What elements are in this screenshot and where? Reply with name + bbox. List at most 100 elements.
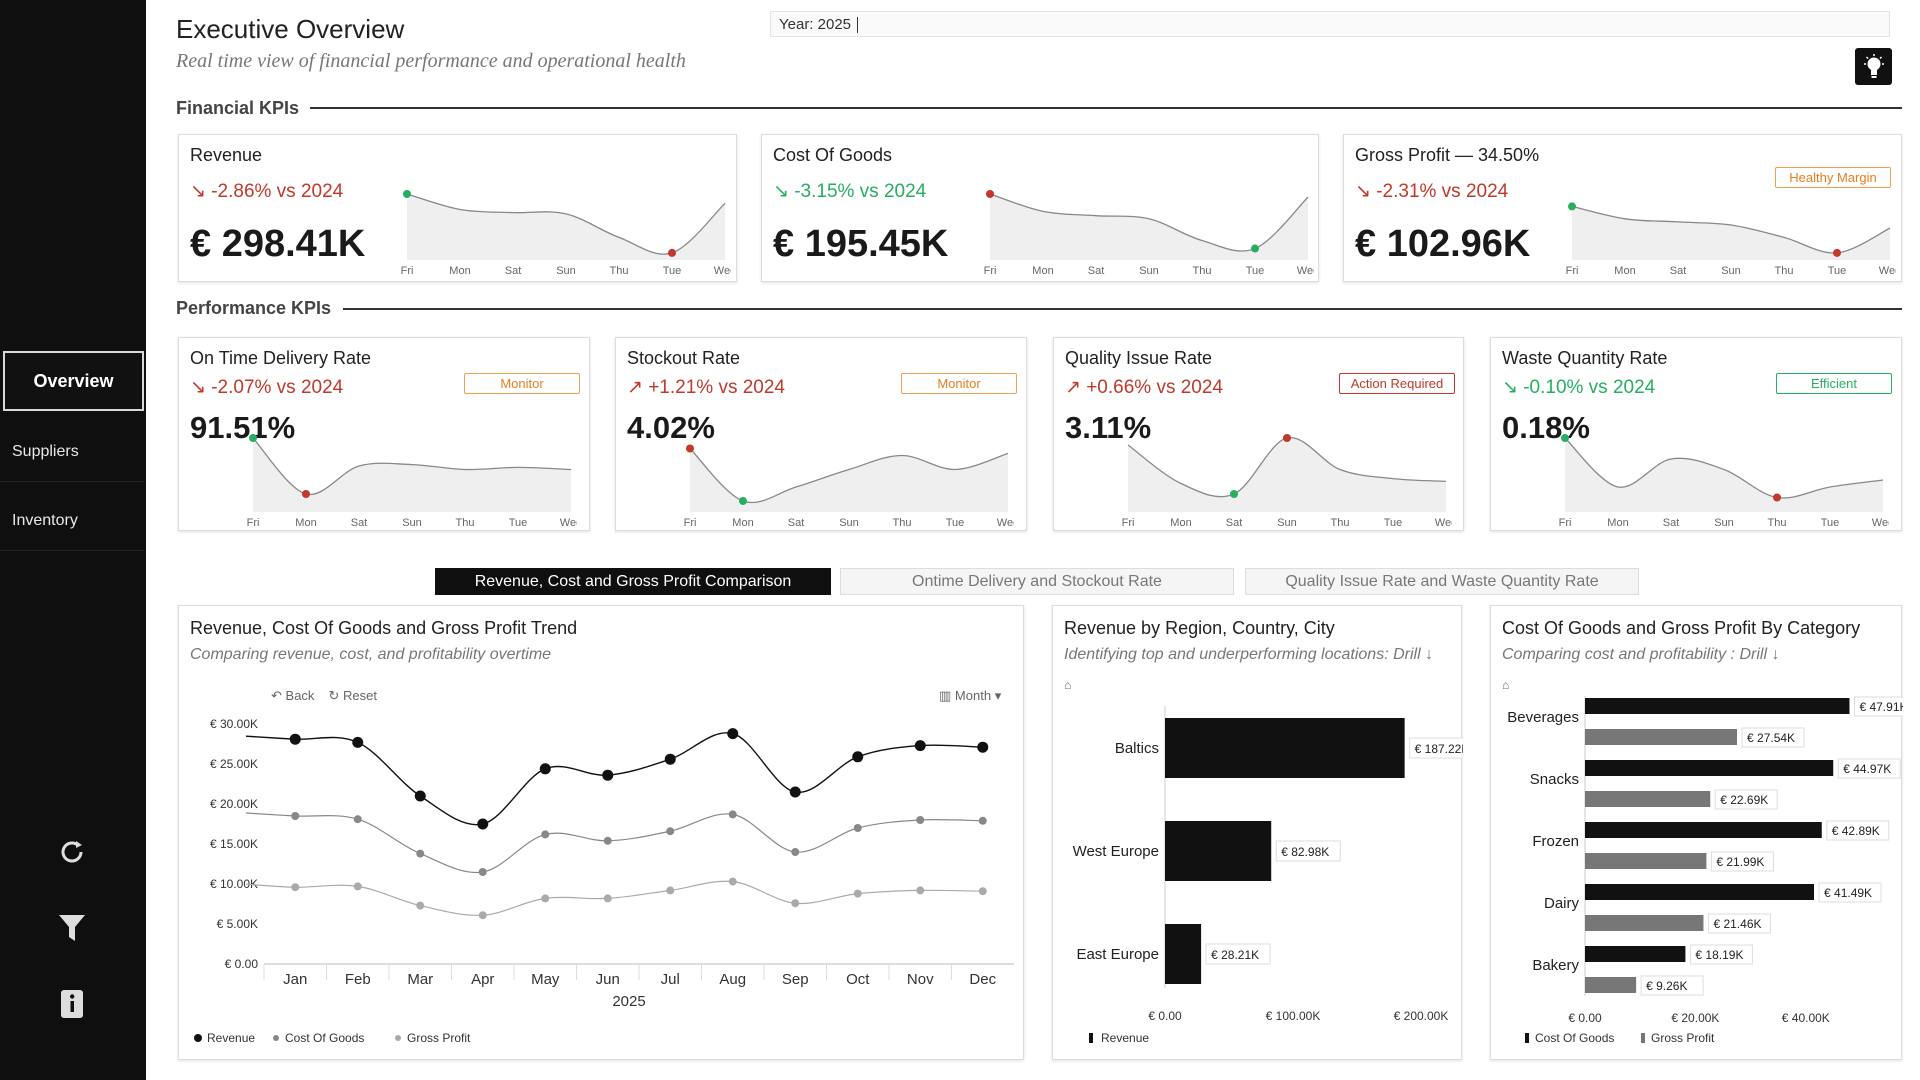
info-icon[interactable] <box>52 984 92 1024</box>
trend-chart[interactable]: € 0.00 € 5.00K € 10.00K € 15.00K € 20.00K € 2… <box>179 606 1025 1061</box>
category-chart-card: Cost Of Goods and Gross Profit By Catego… <box>1490 605 1903 1061</box>
sidebar-item-suppliers[interactable]: Suppliers <box>0 422 144 482</box>
kpi-card[interactable]: On Time Delivery Rate ↘ -2.07% vs 2024 91.… <box>178 337 590 531</box>
sparkline-high-point <box>986 190 994 198</box>
kpi-value: 4.02% <box>627 410 715 445</box>
kpi-value: 3.11% <box>1065 410 1152 445</box>
sparkline-day-label: Mon <box>1614 265 1635 277</box>
sparkline[interactable]: Fri Mon Sat Sun Thu Tue Wed <box>1566 190 1896 278</box>
data-label-box <box>1707 913 1771 934</box>
x-tick-label: Dec <box>969 971 996 988</box>
year-filter-input[interactable]: Year: 2025 <box>770 11 1890 37</box>
sparkline[interactable]: Fri Mon Sat Sun Thu Tue Wed <box>984 190 1314 278</box>
data-point <box>291 883 300 892</box>
sparkline[interactable]: Fri Mon Sat Sun Thu Tue Wed <box>1559 434 1889 530</box>
sparkline-area <box>253 438 571 512</box>
bar <box>1585 884 1815 900</box>
sparkline-day-label: Tue <box>946 517 965 529</box>
kpi-delta: ↗ +1.21% vs 2024 <box>627 377 785 398</box>
kpi-card[interactable]: Gross Profit — 34.50% ↘ -2.31% vs 2024 € 1… <box>1343 134 1902 282</box>
granularity-dropdown[interactable]: ▥ Month ▾ <box>939 688 1001 704</box>
tab-quality-waste[interactable]: Quality Issue Rate and Waste Quantity Ra… <box>1245 568 1639 595</box>
kpi-value: € 195.45K <box>773 223 949 265</box>
chevron-down-icon: ▾ <box>994 688 1002 703</box>
sparkline-day-label: Tue <box>1821 517 1840 529</box>
status-badge: Action Required <box>1339 373 1455 394</box>
sparkline-day-label: Tue <box>509 517 528 529</box>
y-tick-label: € 5.00K <box>217 917 258 931</box>
sparkline-day-label: Wed <box>1297 265 1314 277</box>
sparkline-day-label: Wed <box>997 517 1014 529</box>
category-label: Beverages <box>1507 709 1579 726</box>
category-label: East Europe <box>1076 946 1159 963</box>
category-label: Bakery <box>1532 957 1579 974</box>
refresh-icon[interactable] <box>52 832 92 872</box>
sparkline-day-label: Mon <box>295 517 316 529</box>
kpi-card[interactable]: Revenue ↘ -2.86% vs 2024 € 298.41K Fri Mon Sa… <box>178 134 737 282</box>
data-label-box <box>1205 943 1271 965</box>
kpi-delta: ↘ -0.10% vs 2024 <box>1502 377 1656 398</box>
sparkline-low-point <box>739 497 747 505</box>
sparkline[interactable]: Fri Mon Sat Sun Thu Tue Wed <box>401 190 731 278</box>
sparkline-high-point <box>1561 434 1569 442</box>
trend-chart-card: Revenue, Cost Of Goods and Gross Profit … <box>178 605 1024 1060</box>
legend-label: Gross Profit <box>1651 1031 1715 1045</box>
sparkline-day-label: Fri <box>684 517 696 529</box>
data-label: € 82.98K <box>1281 845 1329 859</box>
sidebar-item-inventory[interactable]: Inventory <box>0 491 144 551</box>
sparkline-low-point <box>1251 244 1259 253</box>
back-label: Back <box>285 688 315 703</box>
region-chart[interactable]: Baltics € 187.22K West Europe € 82.98K East … <box>1053 606 1463 1061</box>
data-point <box>853 824 862 832</box>
sparkline-line <box>1564 437 1884 499</box>
data-label: € 27.54K <box>1747 731 1795 745</box>
tab-revenue-cost-profit[interactable]: Revenue, Cost and Gross Profit Compariso… <box>435 568 831 595</box>
reset-button[interactable]: ↻ Reset <box>328 688 377 704</box>
sparkline-day-label: Wed <box>560 517 577 529</box>
sidebar-item-overview[interactable]: Overview <box>3 351 144 411</box>
data-point <box>789 786 801 798</box>
bar <box>1585 791 1711 807</box>
data-label-box <box>1741 727 1805 748</box>
legend-label: Cost Of Goods <box>285 1031 364 1045</box>
sparkline-low-point <box>1833 248 1841 257</box>
kpi-card[interactable]: Cost Of Goods ↘ -3.15% vs 2024 € 195.45K Fr… <box>761 134 1319 282</box>
data-label-box <box>1818 882 1882 903</box>
kpi-value: € 102.96K <box>1355 223 1531 265</box>
data-point <box>728 810 737 819</box>
kpi-title: On Time Delivery Rate <box>190 348 372 368</box>
home-icon[interactable]: ⌂ <box>1064 678 1072 692</box>
sparkline-day-label: Fri <box>247 517 259 529</box>
category-label: Snacks <box>1530 771 1579 788</box>
kpi-card[interactable]: Stockout Rate ↗ +1.21% vs 2024 4.02% Monito… <box>615 337 1027 531</box>
bar <box>1165 924 1202 984</box>
bar <box>1585 853 1707 869</box>
tab-label: Quality Issue Rate and Waste Quantity Ra… <box>1285 572 1599 590</box>
legend-marker <box>194 1034 202 1042</box>
data-point <box>541 830 550 839</box>
sparkline-area <box>1572 206 1890 260</box>
sparkline-high-point <box>1568 202 1576 211</box>
legend-marker <box>1525 1033 1529 1043</box>
kpi-card[interactable]: Waste Quantity Rate ↘ -0.10% vs 2024 0.18%… <box>1490 337 1902 531</box>
sparkline-area <box>1565 438 1883 512</box>
insights-button[interactable] <box>1855 48 1892 85</box>
sparkline[interactable]: Fri Mon Sat Sun Thu Tue Wed <box>684 434 1014 530</box>
bar <box>1585 698 1850 714</box>
sparkline-day-label: Fri <box>1559 517 1571 529</box>
kpi-card[interactable]: Quality Issue Rate ↗ +0.66% vs 2024 3.11% A… <box>1053 337 1464 531</box>
sparkline[interactable]: Fri Mon Sat Sun Thu Tue Wed <box>247 434 577 530</box>
sparkline-day-label: Wed <box>1435 517 1452 529</box>
data-point <box>791 848 800 856</box>
status-badge: Monitor <box>464 373 580 394</box>
sparkline-low-point <box>668 248 676 257</box>
home-icon[interactable]: ⌂ <box>1502 678 1510 692</box>
tab-delivery-stockout[interactable]: Ontime Delivery and Stockout Rate <box>840 568 1234 595</box>
legend-label: Revenue <box>1101 1031 1149 1045</box>
category-chart[interactable]: Beverages € 47.91K € 27.54K Snacks € 44.97K €… <box>1491 606 1903 1061</box>
data-label: € 28.21K <box>1211 948 1259 962</box>
x-tick-label: € 100.00K <box>1266 1009 1321 1023</box>
back-button[interactable]: ↶ Back <box>271 688 314 704</box>
filter-icon[interactable] <box>52 908 92 948</box>
sparkline[interactable]: Fri Mon Sat Sun Thu Tue Wed <box>1122 434 1452 530</box>
